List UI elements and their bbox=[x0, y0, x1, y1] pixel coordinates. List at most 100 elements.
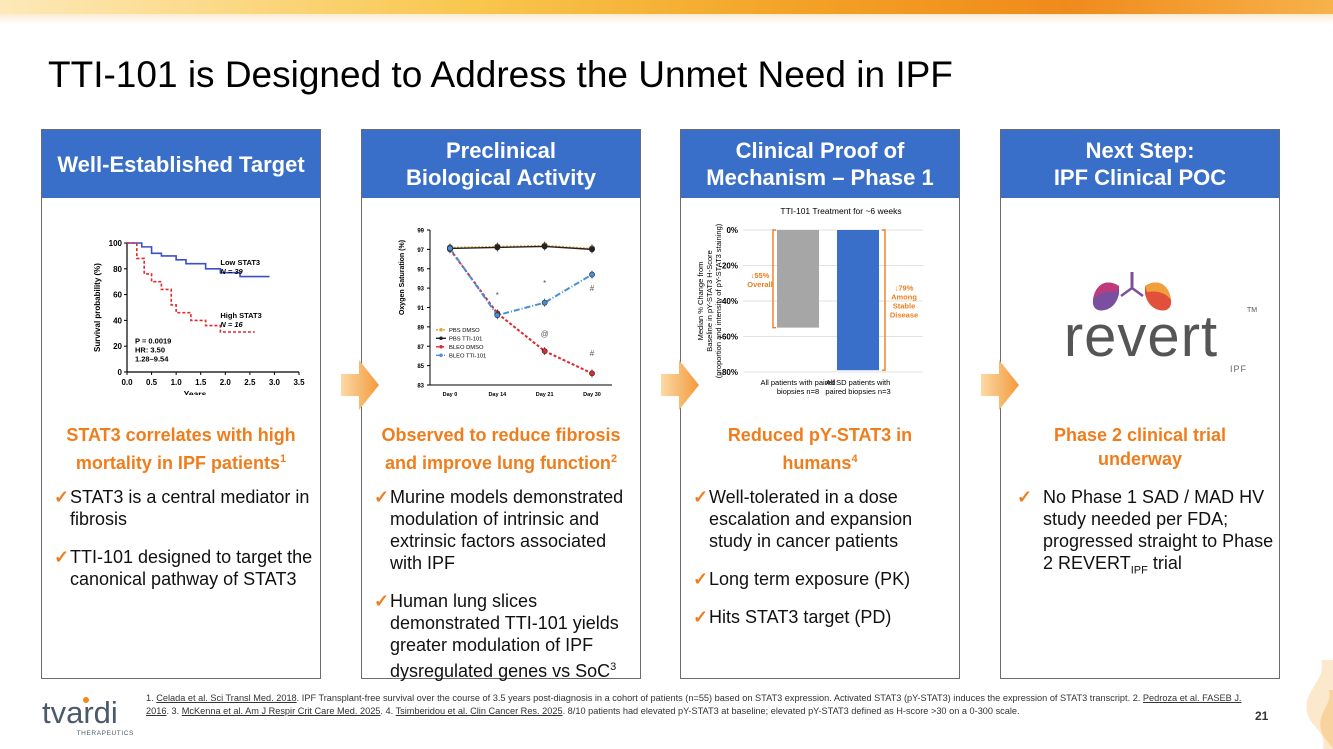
data-point bbox=[447, 245, 453, 252]
check-icon: ✓ bbox=[1017, 487, 1033, 507]
y-axis-label: Median % Change from bbox=[696, 262, 705, 341]
revert-wordmark: revert bbox=[1064, 304, 1218, 369]
x-tick-label: biopsies n=8 bbox=[777, 387, 819, 396]
bullet-text: Long term exposure (PK) bbox=[709, 569, 911, 589]
legend-marker bbox=[439, 336, 443, 341]
series-line bbox=[449, 245, 593, 251]
tvardi-logo: tvardi THERAPEUTICS bbox=[42, 695, 134, 737]
subhead-line: STAT3 correlates with high bbox=[66, 425, 296, 445]
check-icon: ✓ bbox=[54, 547, 70, 567]
footnote-text: . 4. bbox=[380, 706, 396, 716]
callout-label: ↓55% bbox=[751, 271, 770, 280]
subhead-line: mortality in IPF patients bbox=[75, 453, 280, 473]
bullet-list: ✓ Murine models demonstrated modulation o… bbox=[374, 486, 636, 698]
check-icon: ✓ bbox=[54, 487, 70, 507]
series-line bbox=[449, 248, 593, 375]
legend-n-label: N = 39 bbox=[220, 267, 243, 276]
significance-marker: * bbox=[543, 279, 546, 288]
y-tick-label: 89 bbox=[417, 325, 424, 331]
list-item: ✓ Long term exposure (PK) bbox=[693, 568, 955, 590]
check-icon: ✓ bbox=[374, 591, 390, 611]
y-tick-label: 93 bbox=[417, 287, 424, 293]
bar bbox=[837, 230, 879, 371]
tvardi-subtitle: THERAPEUTICS bbox=[77, 730, 134, 737]
list-item: ✓ TTI-101 designed to target the canonica… bbox=[54, 546, 316, 590]
survival-series-line bbox=[127, 242, 270, 278]
subhead-line: Observed to reduce fibrosis bbox=[381, 425, 621, 445]
chevron-right-icon bbox=[341, 360, 379, 410]
y-tick-label: 83 bbox=[417, 384, 424, 390]
citation-link[interactable]: Celada et al. Sci Transl Med. 2018 bbox=[156, 693, 297, 703]
panel-header-line: IPF Clinical POC bbox=[1053, 165, 1227, 190]
footnote-ref: 2 bbox=[610, 453, 618, 465]
citation-link[interactable]: Pedroza et al. FASEB J. 2016 bbox=[146, 693, 1242, 716]
x-tick-label: 3.5 bbox=[293, 378, 305, 387]
y-tick-label: 20 bbox=[113, 342, 122, 351]
check-icon: ✓ bbox=[693, 569, 709, 589]
bullet-list: ✓ STAT3 is a central mediator in fibrosis… bbox=[54, 486, 316, 606]
panel-header: Preclinical Biological Activity bbox=[362, 130, 640, 198]
panel-header-line: Preclinical bbox=[445, 138, 557, 163]
top-gradient-bar bbox=[0, 0, 1333, 14]
x-tick-label: 1.5 bbox=[195, 378, 207, 387]
legend-label: High STAT3 bbox=[220, 311, 261, 320]
subhead-line: Reduced pY-STAT3 in bbox=[727, 425, 913, 445]
stat-label: P = 0.0019 bbox=[135, 337, 171, 346]
panel-clinical-proof: Clinical Proof of Mechanism – Phase 1 TT… bbox=[680, 129, 960, 679]
panel-subhead: Reduced pY-STAT3 in humans4 bbox=[681, 423, 959, 475]
y-tick-label: 91 bbox=[417, 306, 424, 312]
citation-link[interactable]: McKenna et al. Am J Respir Crit Care Med… bbox=[181, 706, 381, 716]
panel-header-line: Well-Established Target bbox=[57, 151, 305, 177]
x-tick-label: 2.5 bbox=[244, 378, 256, 387]
series-line bbox=[449, 247, 593, 317]
data-point bbox=[541, 348, 548, 354]
x-tick-label: paired biopsies n=3 bbox=[825, 387, 890, 396]
chevron-right-icon bbox=[981, 360, 1019, 410]
check-icon: ✓ bbox=[693, 607, 709, 627]
x-tick-label: 0.0 bbox=[121, 378, 133, 387]
y-tick-label: 85 bbox=[417, 364, 424, 370]
panel-preclinical: Preclinical Biological Activity 83 85 87 89… bbox=[361, 129, 641, 681]
y-tick-label: 60 bbox=[113, 291, 122, 300]
survival-chart: 0 20 40 60 80 100 0.0 0.5 1.0 1.5 2.0 2.5 3.0 3.5 Year… bbox=[93, 239, 305, 395]
y-axis-label: Survival probability (%) bbox=[93, 263, 102, 352]
list-item: ✓ Well-tolerated in a dose escalation and… bbox=[693, 486, 955, 552]
y-tick-label: 99 bbox=[417, 229, 424, 235]
bullet-text: TTI-101 designed to target the canonical… bbox=[70, 547, 313, 589]
x-tick-label: 3.0 bbox=[269, 378, 281, 387]
y-axis-label: Oxygen Saturation (%) bbox=[399, 240, 406, 315]
panel-subhead: Observed to reduce fibrosis and improve … bbox=[362, 423, 640, 475]
footnote-text: 1. bbox=[146, 693, 157, 703]
legend-marker bbox=[439, 344, 443, 349]
check-icon: ✓ bbox=[374, 487, 390, 507]
panel-header-line: Mechanism – Phase 1 bbox=[706, 165, 934, 190]
footnote-text: . 8/10 patients had elevated pY-STAT3 at… bbox=[562, 706, 1020, 716]
data-point bbox=[589, 271, 595, 278]
data-point bbox=[494, 312, 501, 319]
oxygen-saturation-chart: 83 85 87 89 91 93 95 97 99 Day 0 Day 14 Day 21 Day 3… bbox=[399, 229, 612, 398]
footnote-text: . 3. bbox=[166, 706, 182, 716]
data-point bbox=[494, 244, 501, 251]
data-point bbox=[541, 299, 548, 306]
series-line bbox=[449, 244, 593, 250]
check-icon: ✓ bbox=[693, 487, 709, 507]
data-point bbox=[589, 370, 595, 377]
list-item: ✓ STAT3 is a central mediator in fibrosis bbox=[54, 486, 316, 530]
chevron-right-icon bbox=[661, 360, 699, 410]
y-axis-label: Baseline in pY-STAT3 H-Score bbox=[705, 250, 714, 352]
x-tick-label: Day 0 bbox=[443, 392, 458, 398]
y-tick-label: -20% bbox=[719, 262, 738, 271]
significance-marker: # bbox=[590, 349, 595, 358]
y-tick-label: 95 bbox=[417, 267, 424, 273]
bullet-subscript: IPF bbox=[1130, 564, 1148, 577]
citation-link[interactable]: Tsimberidou et al. Clin Cancer Res. 2025 bbox=[395, 706, 563, 716]
stat-label: HR: 3.50 bbox=[135, 346, 165, 355]
bullet-text: Well-tolerated in a dose escalation and … bbox=[709, 487, 913, 551]
bullet-text: Hits STAT3 target (PD) bbox=[709, 607, 892, 627]
list-item: ✓ No Phase 1 SAD / MAD HV study needed pe… bbox=[1017, 486, 1279, 582]
panel-header: Next Step: IPF Clinical POC bbox=[1001, 130, 1279, 198]
data-point bbox=[541, 243, 548, 250]
slide-title: TTI-101 is Designed to Address the Unmet… bbox=[48, 54, 953, 95]
bullet-list: ✓ No Phase 1 SAD / MAD HV study needed pe… bbox=[1017, 486, 1279, 598]
callout-label: Disease bbox=[890, 310, 918, 319]
